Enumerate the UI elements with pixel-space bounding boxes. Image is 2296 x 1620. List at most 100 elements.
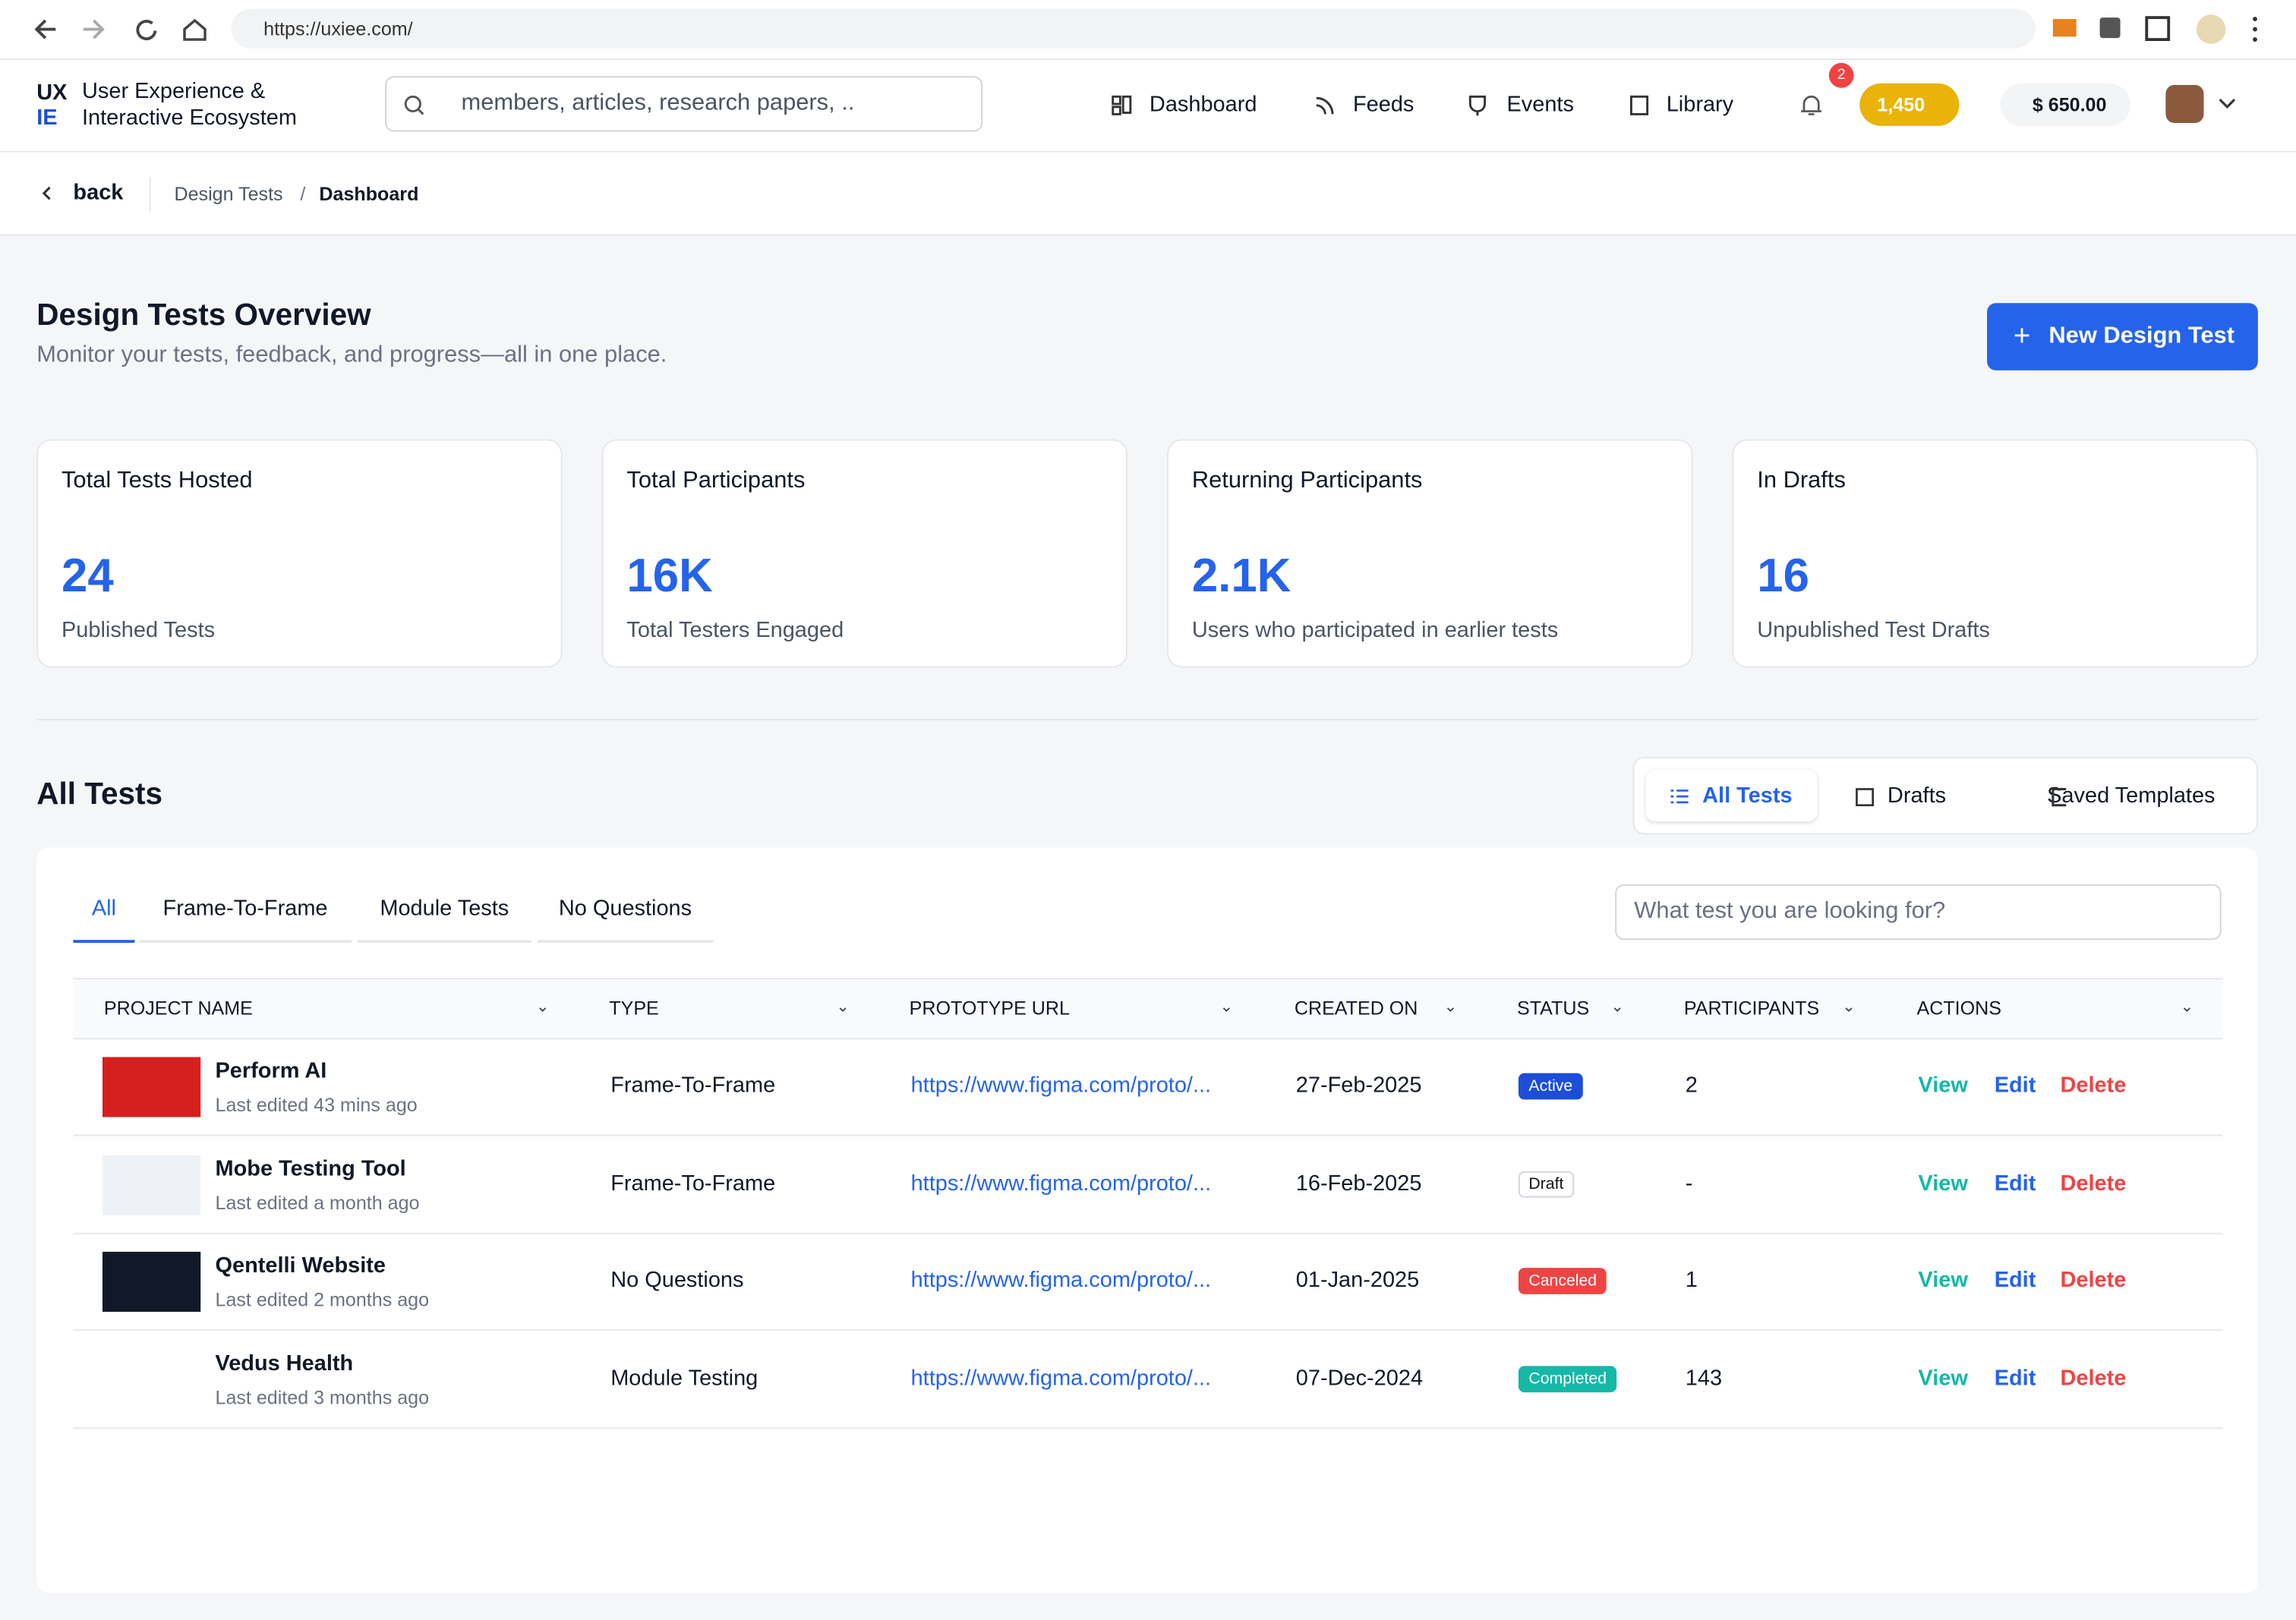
project-name[interactable]: Perform AI xyxy=(215,1058,327,1084)
view-action[interactable]: View xyxy=(1918,1170,1968,1196)
edit-action[interactable]: Edit xyxy=(1994,1365,2036,1391)
tests-panel: All Frame-To-Frame Module Tests No Quest… xyxy=(36,847,2258,1593)
bell-icon[interactable] xyxy=(1799,92,1823,118)
delete-action[interactable]: Delete xyxy=(2060,1073,2127,1098)
edit-action[interactable]: Edit xyxy=(1994,1170,2036,1196)
status-badge: Draft xyxy=(1518,1170,1574,1197)
column-header: TYPE xyxy=(609,997,659,1020)
view-icons xyxy=(1670,787,2067,807)
search-icon xyxy=(404,95,424,115)
divider xyxy=(36,718,2258,720)
participants: 1 xyxy=(1685,1268,1698,1293)
stat-title: In Drafts xyxy=(1757,468,1846,493)
new-test-button[interactable]: + New Design Test xyxy=(1987,303,2258,370)
table-row: Vedus Health Last edited 3 months ago Modu… xyxy=(73,1330,2223,1429)
thumbnail xyxy=(102,1057,201,1117)
sort-icon[interactable]: ⌄ xyxy=(535,998,550,1016)
back-link[interactable]: back xyxy=(73,180,124,205)
avatar[interactable] xyxy=(2165,84,2204,123)
logo-text: IE xyxy=(36,105,58,131)
last-edited: Last edited 2 months ago xyxy=(215,1288,430,1311)
created-date: 01-Jan-2025 xyxy=(1295,1268,1420,1293)
delete-action[interactable]: Delete xyxy=(2060,1170,2127,1196)
column-header: PROTOTYPE URL xyxy=(909,997,1070,1020)
created-date: 16-Feb-2025 xyxy=(1295,1170,1422,1196)
sort-icon[interactable]: ⌄ xyxy=(1219,998,1234,1016)
page-subtitle: Monitor your tests, feedback, and progre… xyxy=(36,342,667,368)
app-header: UX IE User Experience & Interactive Ecosys… xyxy=(0,60,2296,153)
breadcrumb-separator: / xyxy=(300,183,306,205)
notification-badge: 2 xyxy=(1828,62,1854,88)
sort-icon[interactable]: ⌄ xyxy=(1443,998,1458,1016)
delete-action[interactable]: Delete xyxy=(2060,1268,2127,1293)
prototype-link[interactable]: https://www.figma.com/proto/... xyxy=(910,1170,1212,1196)
column-header: PROJECT NAME xyxy=(103,997,253,1020)
participants: - xyxy=(1685,1170,1693,1196)
prototype-link[interactable]: https://www.figma.com/proto/... xyxy=(910,1365,1212,1391)
edit-action[interactable]: Edit xyxy=(1994,1073,2036,1098)
stat-title: Total Participants xyxy=(626,468,806,493)
last-edited: Last edited a month ago xyxy=(215,1190,420,1213)
sort-icon[interactable]: ⌄ xyxy=(2180,998,2194,1016)
stat-card: Returning Participants 2.1K Users who part… xyxy=(1167,439,1693,668)
nav-icons xyxy=(1112,95,1649,116)
filter-tab[interactable]: Frame-To-Frame xyxy=(139,887,352,943)
breadcrumb-bar: back Design Tests / Dashboard xyxy=(0,152,2296,236)
brand: User Experience & Interactive Ecosystem xyxy=(82,79,297,131)
section-title: All Tests xyxy=(36,777,163,812)
stat-caption: Published Tests xyxy=(61,617,216,643)
edit-action[interactable]: Edit xyxy=(1994,1268,2036,1293)
button-label: New Design Test xyxy=(2048,323,2234,348)
stat-value: 24 xyxy=(61,549,114,602)
table-row: Mobe Testing Tool Last edited a month ago… xyxy=(73,1136,2223,1234)
back-icon xyxy=(42,186,51,200)
participants: 2 xyxy=(1685,1073,1698,1098)
logo-text: UX xyxy=(36,80,68,106)
address-bar[interactable]: https://uxiee.com/ xyxy=(231,8,2036,49)
wallet-balance[interactable]: $ 650.00 xyxy=(2000,83,2131,126)
thumbnail xyxy=(102,1349,201,1410)
browser-bar: https://uxiee.com/ xyxy=(0,0,2296,61)
sort-icon[interactable]: ⌄ xyxy=(1610,998,1625,1016)
chevron[interactable] xyxy=(2219,98,2236,109)
view-tab[interactable]: All Tests xyxy=(1645,770,1818,821)
sort-icon[interactable]: ⌄ xyxy=(836,998,850,1016)
project-name[interactable]: Vedus Health xyxy=(215,1351,354,1376)
view-action[interactable]: View xyxy=(1918,1268,1968,1293)
view-tab[interactable]: Saved Templates xyxy=(2047,783,2216,808)
coin-balance[interactable]: 1,450 xyxy=(1859,83,1960,126)
stat-value: 2.1K xyxy=(1191,549,1292,602)
nav-item[interactable]: Events xyxy=(1506,92,1574,118)
breadcrumb-item[interactable]: Design Tests xyxy=(174,183,283,205)
filter-tab[interactable]: No Questions xyxy=(537,887,714,943)
table-search[interactable]: What test you are looking for? xyxy=(1615,884,2222,941)
thumbnail xyxy=(102,1251,201,1312)
stat-caption: Users who participated in earlier tests xyxy=(1191,617,1559,643)
brand-line: Interactive Ecosystem xyxy=(81,105,297,131)
sort-icon[interactable]: ⌄ xyxy=(1842,998,1856,1016)
test-type: Module Testing xyxy=(610,1365,758,1391)
search-input[interactable]: members, articles, research papers, .. xyxy=(385,76,983,132)
project-name[interactable]: Qentelli Website xyxy=(215,1253,386,1278)
stat-title: Returning Participants xyxy=(1191,468,1423,493)
nav-item[interactable]: Feeds xyxy=(1352,92,1414,118)
delete-action[interactable]: Delete xyxy=(2060,1365,2127,1391)
nav-item[interactable]: Dashboard xyxy=(1149,92,1257,118)
nav-item[interactable]: Library xyxy=(1666,92,1734,118)
view-tab[interactable]: Drafts xyxy=(1887,783,1947,808)
filter-tab[interactable]: Module Tests xyxy=(357,887,532,943)
view-action[interactable]: View xyxy=(1918,1073,1968,1098)
prototype-link[interactable]: https://www.figma.com/proto/... xyxy=(910,1268,1212,1293)
status-badge: Completed xyxy=(1518,1365,1617,1392)
view-action[interactable]: View xyxy=(1918,1365,1968,1391)
logo[interactable]: UX IE xyxy=(36,80,67,131)
test-type: No Questions xyxy=(610,1268,744,1293)
column-header: ACTIONS xyxy=(1916,997,2001,1020)
project-name[interactable]: Mobe Testing Tool xyxy=(215,1155,406,1181)
created-date: 27-Feb-2025 xyxy=(1295,1073,1422,1098)
participants: 143 xyxy=(1685,1365,1723,1391)
prototype-link[interactable]: https://www.figma.com/proto/... xyxy=(910,1073,1212,1098)
filter-tab[interactable]: All xyxy=(73,887,135,943)
